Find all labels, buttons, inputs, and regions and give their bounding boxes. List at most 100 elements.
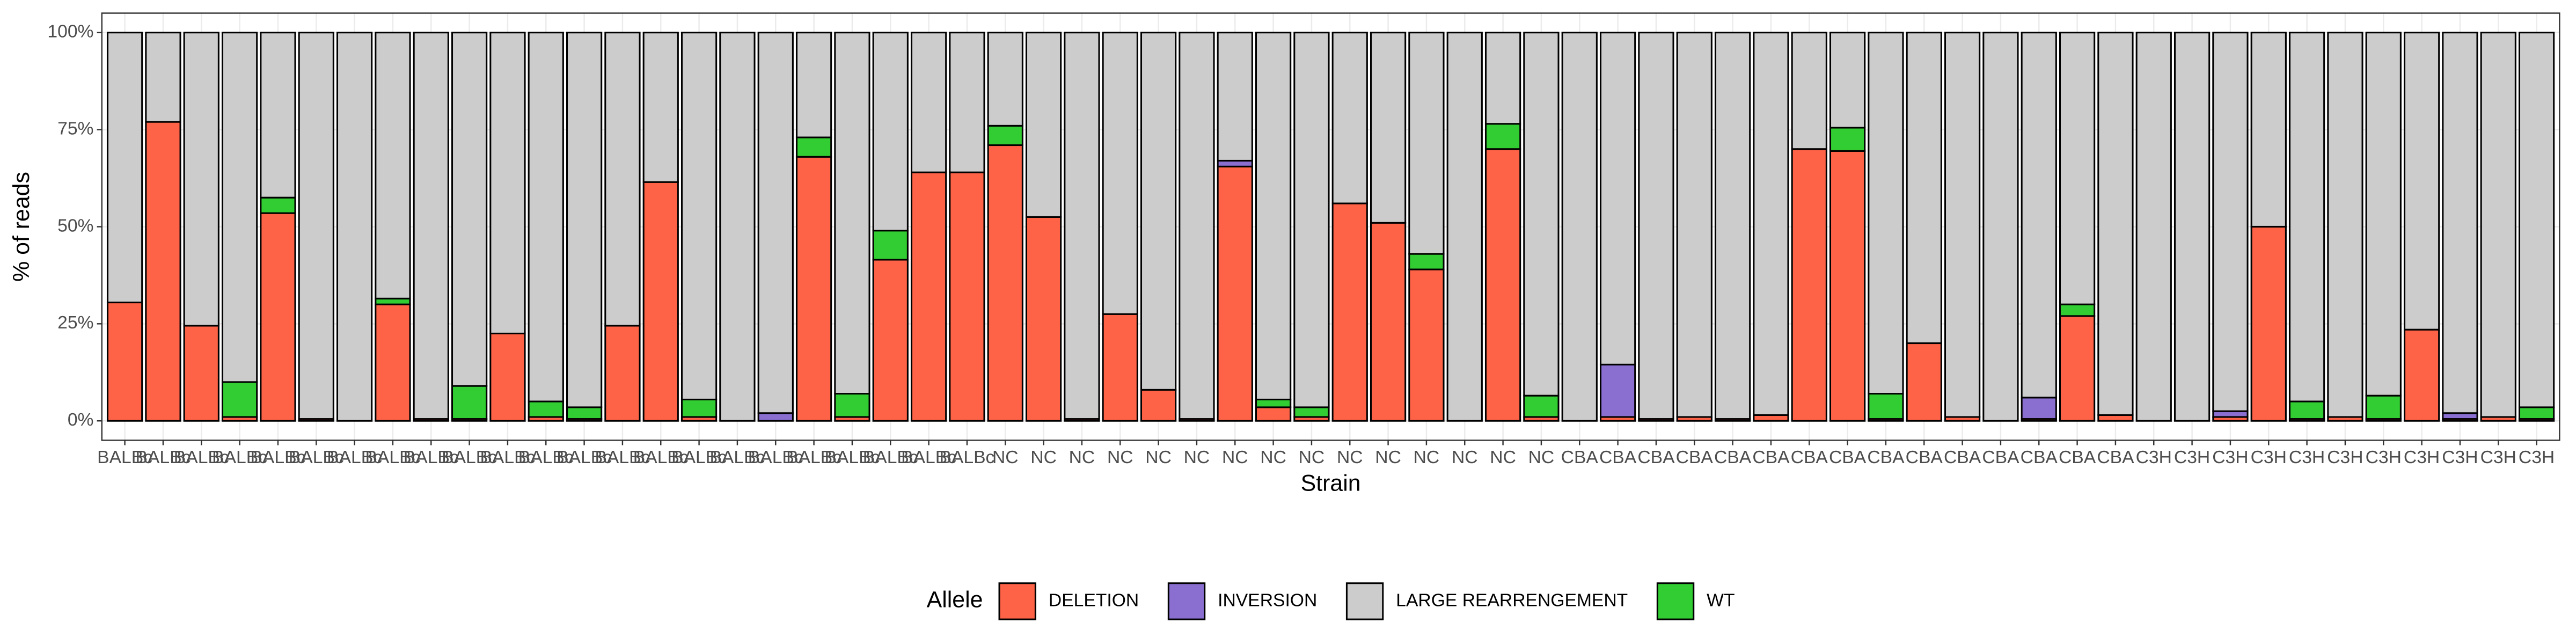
x-tick-label: C3H (2442, 448, 2478, 467)
x-tick-label: C3H (2404, 448, 2440, 467)
bar-segment (757, 412, 794, 422)
bar-segment (2212, 410, 2249, 418)
bar-segment (183, 32, 219, 327)
x-tick-label: C3H (2136, 448, 2172, 467)
bar-segment (2059, 303, 2096, 317)
bar-segment (872, 32, 909, 232)
x-tick-label: BALBc (824, 448, 880, 467)
x-tick-label: CBA (1944, 448, 1981, 467)
bar-segment (375, 32, 411, 299)
x-tick-label: NC (992, 448, 1019, 467)
legend-label: DELETION (1049, 590, 1139, 610)
bar-segment (1676, 32, 1713, 418)
bar-segment (413, 32, 449, 420)
bar-segment (987, 32, 1023, 127)
x-tick-label: C3H (2174, 448, 2210, 467)
bar-segment (336, 32, 373, 422)
bar-segment (2097, 414, 2134, 422)
bar-segment (1982, 32, 2019, 422)
x-tick-label: BALBc (365, 448, 420, 467)
x-tick-label: CBA (1867, 448, 1905, 467)
x-tick-label: CBA (2021, 448, 2058, 467)
bar-segment (566, 406, 603, 420)
x-tick-label: BALBc (442, 448, 497, 467)
x-tick-label: BALBc (480, 448, 535, 467)
bar-segment (1064, 32, 1100, 420)
bar-segment (528, 400, 564, 418)
bar-segment (1523, 394, 1560, 418)
x-tick-label: CBA (1982, 448, 2019, 467)
bar-segment (2174, 32, 2211, 422)
bar-segment (1102, 32, 1138, 315)
bar-segment (2365, 32, 2402, 397)
bar-segment (183, 325, 219, 422)
bar-segment (1408, 253, 1445, 270)
bar-segment (2021, 32, 2057, 399)
x-tick-label: C3H (2519, 448, 2555, 467)
bar-segment (2021, 397, 2057, 420)
bar-segment (260, 196, 296, 214)
x-tick-label: BALBc (135, 448, 191, 467)
bar-segment (2442, 32, 2478, 414)
bar-segment (145, 121, 181, 422)
bar-segment (298, 32, 334, 420)
bar-segment (1829, 150, 1866, 422)
x-tick-label: CBA (1561, 448, 1599, 467)
bar-segment (1484, 123, 1521, 150)
bar-segment (2288, 32, 2325, 402)
x-tick-label: CBA (1637, 448, 1675, 467)
bar-segment (1370, 222, 1407, 422)
bar-segment (1868, 32, 1904, 395)
x-tick-label: CBA (1829, 448, 1867, 467)
bar-segment (834, 32, 870, 395)
bar-segment (2250, 225, 2287, 422)
y-axis-title: % of reads (9, 172, 34, 282)
bar-segment (2327, 32, 2363, 418)
x-tick-label: BALBc (709, 448, 765, 467)
bar-segment (2480, 32, 2516, 418)
bar-segment (604, 32, 641, 327)
bar-segment (260, 212, 296, 422)
x-tick-label: NC (1107, 448, 1133, 467)
bar-segment (1140, 32, 1177, 391)
bar-segment (221, 381, 258, 418)
x-tick-label: CBA (1791, 448, 1828, 467)
bar-segment (1217, 165, 1253, 422)
x-tick-label: BALBc (404, 448, 459, 467)
x-tick-label: NC (1145, 448, 1172, 467)
x-tick-label: BALBc (327, 448, 382, 467)
bar-segment (1025, 32, 1062, 218)
x-tick-label: NC (1260, 448, 1286, 467)
bar-segment (1484, 32, 1521, 125)
bar-segment (910, 32, 947, 173)
bar-segment (1714, 32, 1751, 420)
x-tick-label: BALBc (97, 448, 152, 467)
bar-segment (2212, 32, 2249, 412)
bar-segment (1446, 32, 1483, 422)
bar-segment (145, 32, 181, 123)
bar-segment (2518, 32, 2555, 408)
bar-segment (2288, 400, 2325, 420)
bar-segment (2518, 406, 2555, 420)
x-axis-title: Strain (1301, 470, 1361, 496)
bar-segment (1370, 32, 1407, 224)
bar-segment (451, 385, 488, 420)
bar-segment (642, 181, 679, 422)
x-tick-label: CBA (1906, 448, 1943, 467)
bar-segment (872, 259, 909, 422)
bar-segment (949, 171, 985, 422)
bar-segment (375, 297, 411, 305)
x-tick-label: BALBc (748, 448, 803, 467)
bar-segment (1791, 32, 1827, 150)
bar-segment (872, 230, 909, 261)
x-tick-label: NC (1184, 448, 1210, 467)
x-tick-label: C3H (2366, 448, 2402, 467)
bar-segment (987, 144, 1023, 422)
bar-segment (1523, 32, 1560, 397)
x-tick-label: NC (1030, 448, 1057, 467)
bar-segment (680, 398, 718, 418)
x-tick-label: BALBc (557, 448, 612, 467)
bar-segment (106, 302, 143, 422)
bar-segment (642, 32, 679, 183)
